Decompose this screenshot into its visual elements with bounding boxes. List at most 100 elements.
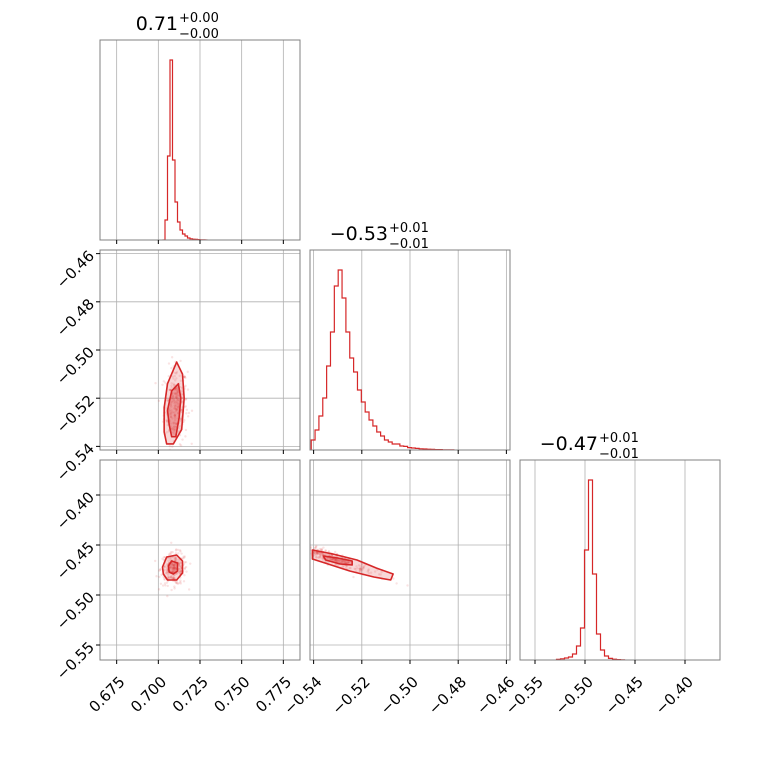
sample-point [331,558,334,561]
sample-point [174,408,178,411]
sample-point [170,382,173,385]
sample-point [176,405,179,408]
sample-point [171,577,175,580]
sample-point [170,384,173,387]
sample-point [176,548,180,552]
samples [153,541,192,598]
sample-point [169,415,173,419]
sample-point [163,568,166,572]
sample-point [167,576,170,580]
sample-point [168,576,171,579]
sample-point [177,403,180,406]
sample-point [362,565,365,568]
sample-point [173,455,175,457]
sample-point [181,396,184,399]
sample-point [173,569,176,572]
sample-point [173,416,177,420]
sample-point [169,413,173,416]
sample-point [184,435,187,438]
sample-point [316,552,319,556]
sample-point [180,552,183,555]
sample-point [175,408,179,412]
sample-point [169,575,173,578]
y-tick-label: −0.48 [53,295,98,340]
sample-point [171,394,175,398]
x-tick-label: −0.40 [652,673,697,718]
histogram-title: 0.71 +0.00−0.00 [136,11,219,42]
sample-point [187,415,190,418]
y-tick-label: −0.40 [53,488,98,533]
sample-point [315,544,318,548]
sample-point [320,547,323,551]
sample-point [174,403,177,407]
sample-point [313,546,317,550]
sample-point [359,568,363,571]
sample-point [170,550,173,554]
sample-point [355,565,358,568]
sample-point [314,545,318,549]
sample-point [173,425,176,428]
sample-point [161,383,164,386]
y-tick-label: −0.55 [53,638,98,683]
sample-point [166,594,169,598]
sample-point [360,568,364,572]
sample-point [174,395,178,398]
sample-point [361,567,365,570]
sample-point [164,572,168,575]
sample-point [168,557,172,561]
sample-point [337,558,340,562]
sample-point [183,574,186,577]
sample-point [177,567,181,571]
sample-point [362,565,366,569]
sample-point [341,560,344,563]
sample-point [306,551,308,553]
sample-point [174,405,177,408]
sample-point [166,399,170,402]
sample-point [176,391,180,394]
sample-point [173,414,176,417]
sample-point [184,398,187,401]
sample-point [173,400,176,403]
sample-point [168,552,172,555]
sample-point [182,556,186,559]
sample-point [395,582,398,585]
sample-point [172,566,175,570]
x-tick-label: 0.725 [169,673,212,716]
sample-point [179,570,183,574]
sample-point [165,419,169,422]
sample-point [176,389,179,393]
sample-point [176,388,179,392]
sample-point [327,550,331,553]
sample-point [171,563,174,567]
sample-point [319,554,322,557]
sample-point [154,381,157,385]
sample-point [177,582,180,585]
sample-point [167,430,170,433]
sample-point [167,553,171,556]
sample-point [187,588,191,591]
density-contour [161,554,184,581]
sample-point [367,572,371,575]
sample-point [178,425,182,428]
sample-point [342,564,346,567]
sample-point [183,555,187,558]
sample-point [166,584,169,588]
sample-point [153,559,157,563]
sample-point [181,392,184,396]
density-contour [322,555,353,566]
x-tick-label: 0.750 [210,673,253,716]
sample-point [334,558,337,561]
sample-point [184,560,188,564]
sample-point [173,587,176,590]
sample-point [320,548,324,552]
sample-point [170,409,173,412]
samples [154,356,194,457]
histogram-panel-1: −0.53 +0.01−0.01 [309,221,511,454]
sample-point [172,566,175,570]
sample-point [172,395,175,398]
sample-point [320,548,323,551]
sample-point [182,580,186,583]
sample-point [176,397,179,400]
samples [306,544,409,587]
sample-point [184,405,187,408]
